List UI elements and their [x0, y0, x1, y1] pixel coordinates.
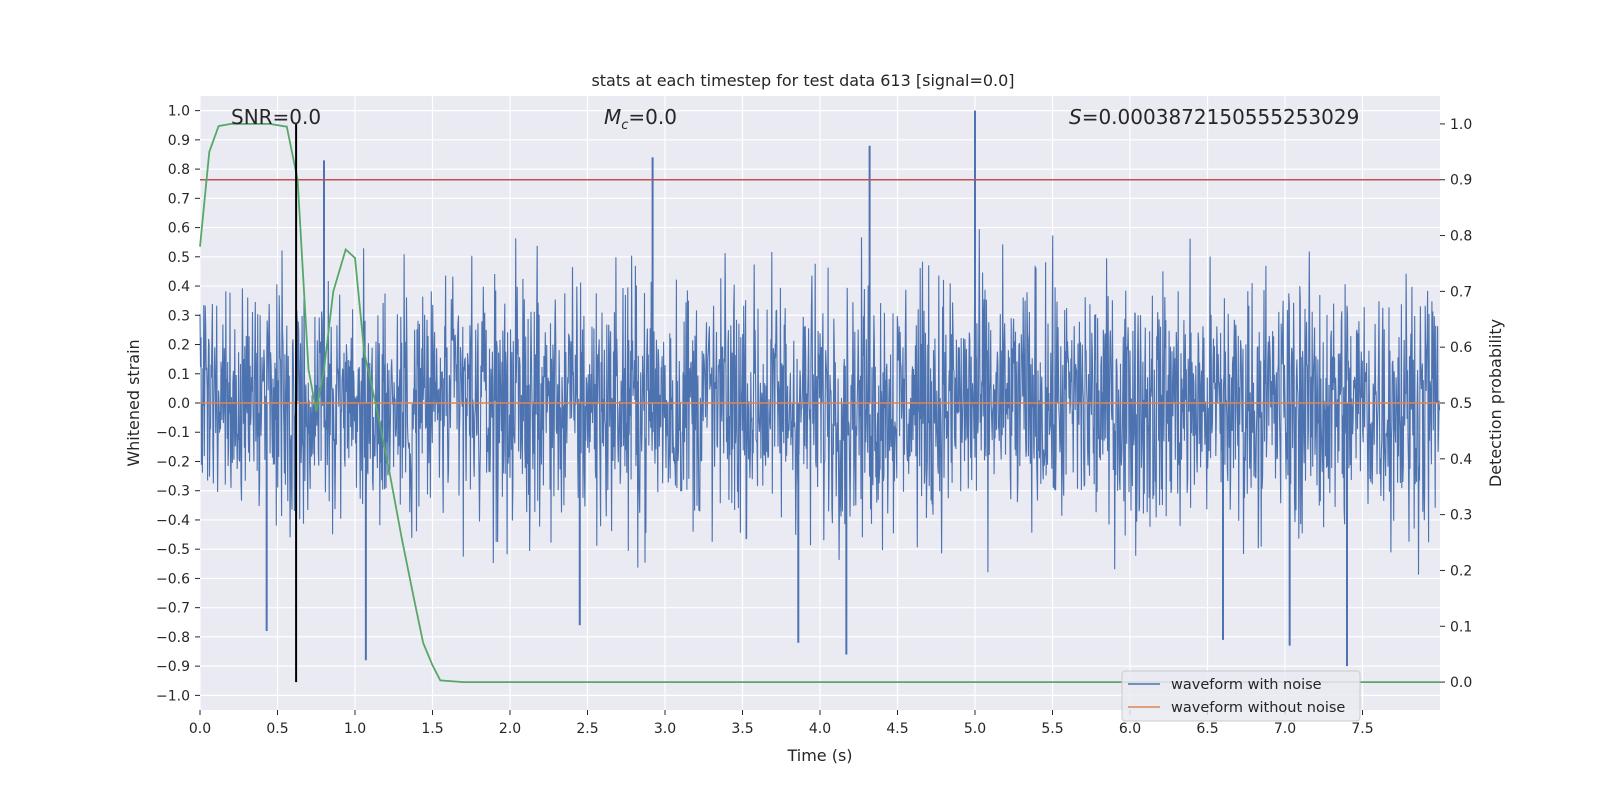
y-left-tick-label: −0.8	[156, 630, 190, 646]
snr-annotation: SNR=0.0	[231, 105, 321, 129]
s-statistic-symbol: S	[1069, 105, 1082, 129]
y-left-tick-label: 0.4	[168, 279, 190, 295]
y-left-tick-label: 0.2	[168, 338, 190, 354]
y-right-tick-label: 0.2	[1450, 563, 1472, 579]
legend-label-noise: waveform with noise	[1171, 677, 1322, 693]
chirp-mass-symbol: M	[604, 105, 621, 129]
x-tick-label: 0.0	[189, 721, 211, 737]
x-tick-label: 4.0	[809, 721, 831, 737]
y-right-tick-label: 0.7	[1450, 284, 1472, 300]
y-left-tick-label: −1.0	[156, 688, 190, 704]
s-statistic-value: =0.0003872150555253029	[1082, 105, 1360, 129]
x-tick-label: 2.0	[499, 721, 521, 737]
y-left-tick-label: −0.9	[156, 659, 190, 675]
y-right-tick-label: 0.1	[1450, 619, 1472, 635]
y-right-tick-label: 0.3	[1450, 508, 1472, 524]
x-tick-label: 3.5	[731, 721, 753, 737]
x-tick-label: 1.5	[421, 721, 443, 737]
y-left-tick-label: 0.1	[168, 367, 190, 383]
y-right-tick-label: 1.0	[1450, 117, 1472, 133]
chirp-mass-annotation: Mc=0.0	[604, 105, 677, 133]
x-tick-label: 6.0	[1119, 721, 1141, 737]
x-tick-label: 3.0	[654, 721, 676, 737]
y-left-tick-label: −0.1	[156, 425, 190, 441]
x-axis-label: Time (s)	[786, 746, 852, 765]
y-left-tick-label: 1.0	[168, 104, 190, 120]
y-left-tick-label: −0.7	[156, 601, 190, 617]
y-right-axis-label: Detection probability	[1486, 319, 1505, 487]
x-tick-label: 0.5	[266, 721, 288, 737]
y-left-tick-label: −0.3	[156, 484, 190, 500]
y-left-tick-label: 0.3	[168, 308, 190, 324]
y-right-tick-label: 0.8	[1450, 229, 1472, 245]
x-tick-label: 7.0	[1274, 721, 1296, 737]
y-left-tick-label: 0.7	[168, 191, 190, 207]
noise-trace	[199, 229, 1441, 575]
x-tick-label: 4.5	[886, 721, 908, 737]
y-right-tick-label: 0.4	[1450, 452, 1472, 468]
x-tick-label: 1.0	[344, 721, 366, 737]
chirp-mass-subscript: c	[621, 118, 628, 133]
y-left-tick-label: −0.2	[156, 454, 190, 470]
chirp-mass-value: =0.0	[628, 105, 677, 129]
y-left-tick-label: 0.5	[168, 250, 190, 266]
y-left-tick-label: −0.4	[156, 513, 190, 529]
y-left-tick-label: −0.6	[156, 571, 190, 587]
x-axis-ticks: 0.0 0.5 1.0 1.5 2.0 2.5 3.0 3.5 4.0 4.5 5.0 5.5 6.0 6…	[189, 710, 1374, 737]
y-left-tick-label: −0.5	[156, 542, 190, 558]
y-right-tick-label: 0.0	[1450, 675, 1472, 691]
y-left-tick-label: 0.9	[168, 133, 190, 149]
y-left-tick-label: 0.0	[168, 396, 190, 412]
y-right-axis-ticks: 1.0 0.9 0.8 0.7 0.6 0.5 0.4 0.3 0.2 0.1 0.0	[1440, 117, 1472, 691]
x-tick-label: 6.5	[1196, 721, 1218, 737]
y-right-tick-label: 0.9	[1450, 173, 1472, 189]
legend-box	[1121, 670, 1361, 722]
x-tick-label: 5.5	[1041, 721, 1063, 737]
x-tick-label: 5.0	[964, 721, 986, 737]
s-statistic-annotation: S=0.0003872150555253029	[1069, 105, 1359, 129]
y-left-tick-label: 0.6	[168, 221, 190, 237]
y-left-tick-label: 0.8	[168, 162, 190, 178]
detection-probability-line	[199, 123, 1440, 683]
y-left-axis-label: Whitened strain	[124, 339, 143, 466]
y-left-axis-ticks: 1.0 0.9 0.8 0.7 0.6 0.5 0.4 0.3 0.2 0.1 0.0 −0.1 −0.…	[156, 104, 200, 704]
x-tick-label: 7.5	[1351, 721, 1373, 737]
legend-label-clean: waveform without noise	[1171, 700, 1345, 716]
y-right-tick-label: 0.5	[1450, 396, 1472, 412]
y-right-tick-label: 0.6	[1450, 340, 1472, 356]
x-tick-label: 2.5	[576, 721, 598, 737]
legend: waveform with noise waveform without noi…	[1121, 670, 1361, 722]
chart-title: stats at each timestep for test data 613…	[591, 71, 1014, 90]
